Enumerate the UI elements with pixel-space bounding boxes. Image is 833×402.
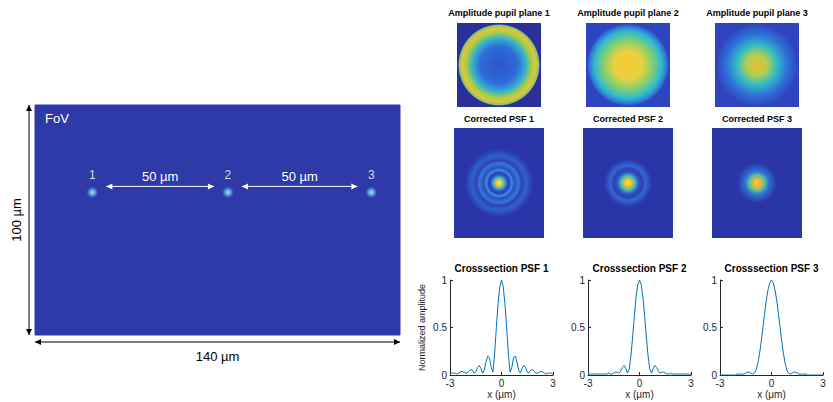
svg-text:x (μm): x (μm) <box>487 389 516 400</box>
svg-text:100 µm: 100 µm <box>9 198 24 242</box>
svg-text:0: 0 <box>499 378 505 389</box>
svg-text:0: 0 <box>441 369 447 381</box>
svg-text:Amplitude pupil plane 3: Amplitude pupil plane 3 <box>706 8 808 18</box>
svg-text:0: 0 <box>637 378 643 389</box>
svg-text:1: 1 <box>89 168 96 182</box>
svg-text:3: 3 <box>688 378 694 389</box>
svg-text:Crosssection PSF 2: Crosssection PSF 2 <box>593 263 687 274</box>
svg-text:Corrected PSF 3: Corrected PSF 3 <box>722 114 792 124</box>
svg-text:Corrected PSF 1: Corrected PSF 1 <box>464 114 534 124</box>
svg-text:-3: -3 <box>446 378 455 389</box>
svg-text:1: 1 <box>711 275 717 286</box>
svg-text:1: 1 <box>579 275 585 286</box>
svg-text:2: 2 <box>225 168 232 182</box>
svg-text:0.5: 0.5 <box>433 322 447 333</box>
svg-text:140 µm: 140 µm <box>196 349 240 364</box>
svg-text:0: 0 <box>769 378 775 389</box>
svg-text:Crosssection PSF 1: Crosssection PSF 1 <box>455 263 549 274</box>
svg-text:0.5: 0.5 <box>703 322 717 333</box>
svg-text:Amplitude pupil plane 2: Amplitude pupil plane 2 <box>577 8 679 18</box>
svg-text:Corrected PSF 2: Corrected PSF 2 <box>593 114 663 124</box>
svg-text:1: 1 <box>441 275 447 286</box>
svg-text:0.5: 0.5 <box>571 322 585 333</box>
svg-text:-3: -3 <box>584 378 593 389</box>
svg-text:3: 3 <box>820 378 826 389</box>
svg-text:0: 0 <box>711 369 717 381</box>
svg-text:50 µm: 50 µm <box>281 169 317 184</box>
svg-text:0: 0 <box>579 369 585 381</box>
svg-text:-3: -3 <box>716 378 725 389</box>
svg-text:Crosssection PSF 3: Crosssection PSF 3 <box>725 263 819 274</box>
svg-text:FoV: FoV <box>45 111 69 126</box>
svg-text:x (μm): x (μm) <box>625 389 654 400</box>
svg-text:x (μm): x (μm) <box>757 389 786 400</box>
svg-text:Normalized amplitude: Normalized amplitude <box>417 284 427 371</box>
svg-text:3: 3 <box>550 378 556 389</box>
svg-text:3: 3 <box>368 168 375 182</box>
svg-text:Amplitude pupil plane 1: Amplitude pupil plane 1 <box>448 8 550 18</box>
svg-text:50 µm: 50 µm <box>142 169 178 184</box>
